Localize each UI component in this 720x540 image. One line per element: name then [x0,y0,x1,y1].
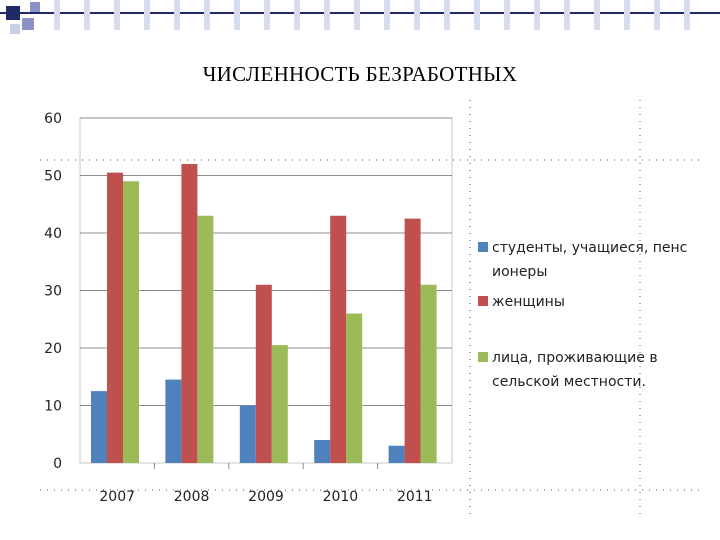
corner-square-3 [10,24,20,34]
y-tick-label: 0 [53,456,62,472]
legend-label-1: студенты, учащиеся, пенс [492,240,687,256]
y-tick-label: 20 [44,341,62,357]
bar-2011-series-2 [404,218,421,463]
corner-square-2 [22,18,34,30]
header-stripes [44,0,720,30]
x-tick-label: 2007 [99,489,135,505]
x-tick-label: 2008 [174,489,210,505]
bar-2008-series-3 [197,215,214,463]
x-tick-label: 2010 [323,489,359,505]
legend-label-1: ионеры [492,264,547,280]
bar-2009-series-3 [271,345,288,463]
bar-2011-series-3 [420,284,437,463]
bar-2010-series-1 [314,440,331,463]
legend-label-3: лица, проживающие в [492,350,658,366]
y-tick-label: 40 [44,226,62,242]
legend-swatch-3 [478,352,488,362]
bar-2011-series-1 [388,445,405,463]
bar-2007-series-2 [107,172,123,463]
corner-square-1 [6,6,20,20]
header-rule [0,12,720,14]
bar-2009-series-1 [239,405,256,463]
legend-swatch-2 [478,296,488,306]
bar-2008-series-2 [181,164,198,463]
x-tick-label: 2009 [248,489,284,505]
bar-2010-series-2 [330,215,347,463]
bar-2007-series-3 [123,181,139,463]
y-tick-label: 10 [44,399,62,415]
x-tick-label: 2011 [397,489,433,505]
y-tick-label: 50 [44,169,62,185]
bar-2008-series-1 [165,379,182,463]
corner-square-4 [30,2,40,12]
slide-title: ЧИСЛЕННОСТЬ БЕЗРАБОТНЫХ [202,62,518,86]
y-tick-label: 60 [44,111,62,127]
legend-swatch-1 [478,242,488,252]
bar-2009-series-2 [255,284,272,463]
bar-2007-series-1 [91,391,107,463]
legend-label-2: женщины [492,294,565,310]
legend-label-3: сельской местности. [492,374,646,390]
bar-2010-series-3 [346,313,363,463]
y-tick-label: 30 [44,284,62,300]
